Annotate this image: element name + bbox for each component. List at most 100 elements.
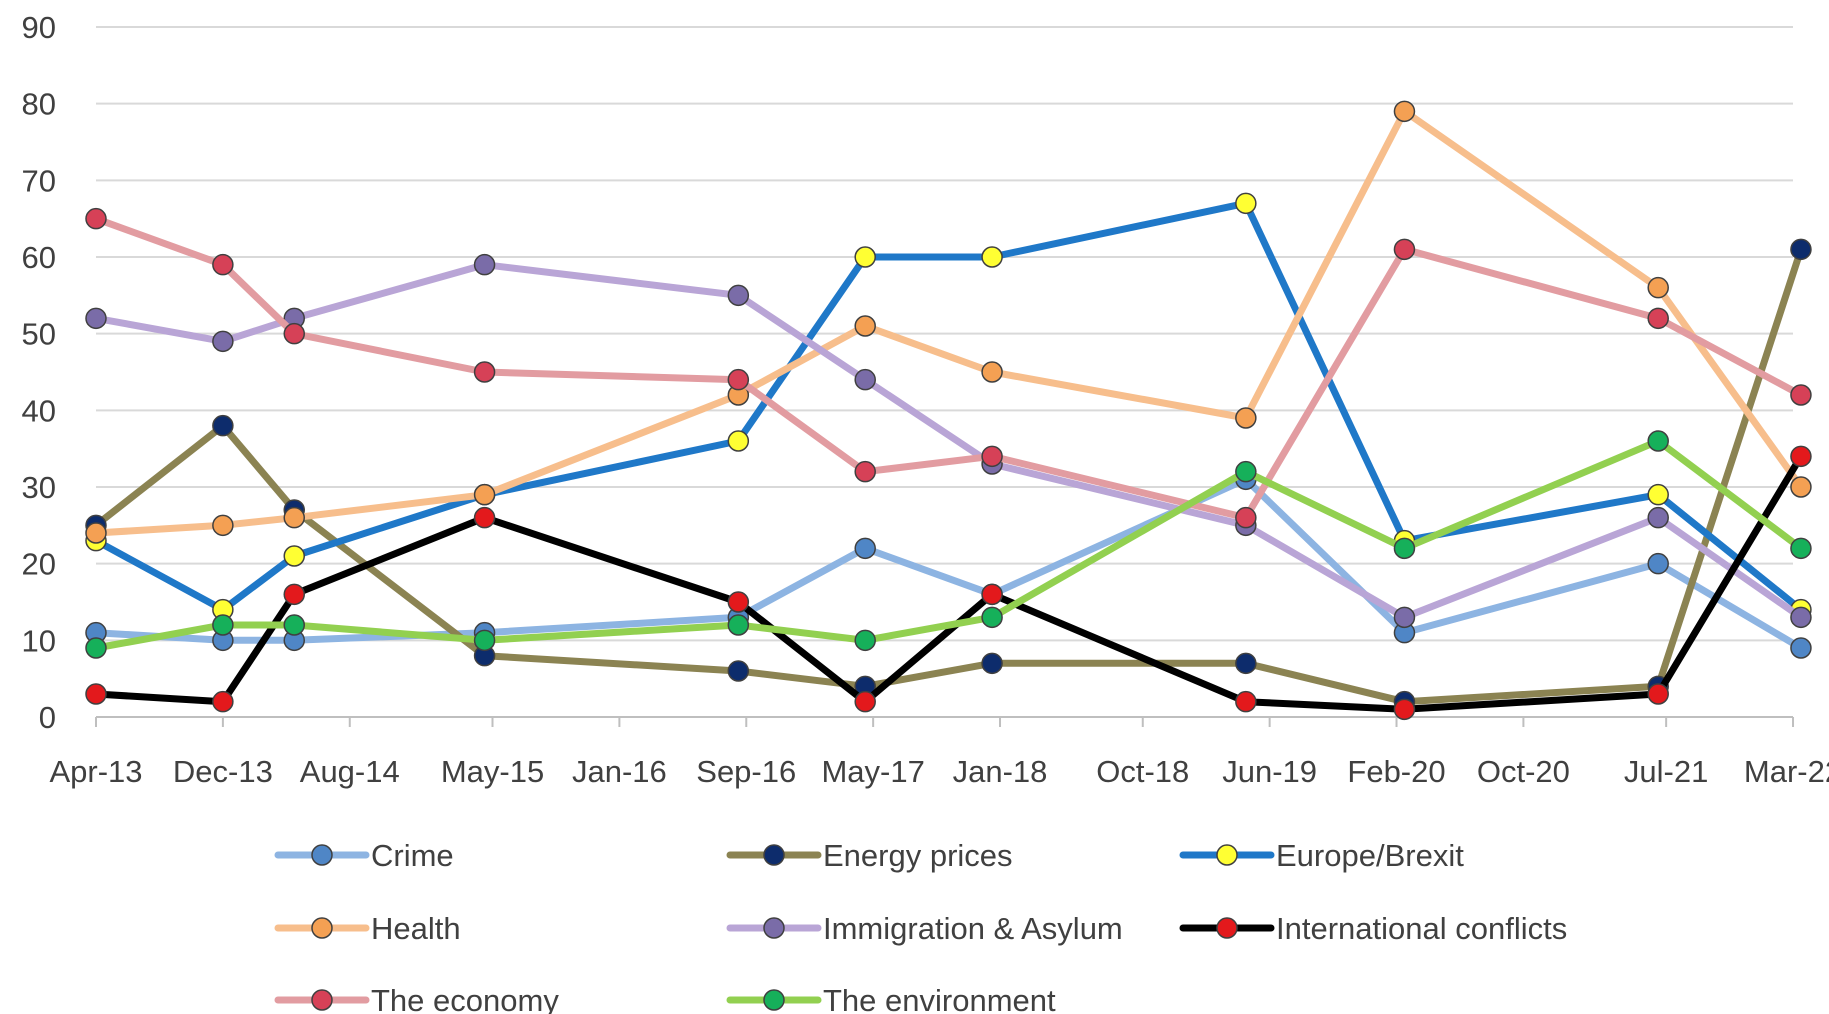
legend-item: The economy: [274, 983, 559, 1014]
data-point: [85, 522, 107, 544]
data-point: [1790, 384, 1812, 406]
series-lines: [85, 100, 1812, 721]
y-tick-label: 50: [22, 317, 56, 352]
data-point: [1647, 483, 1669, 506]
x-axis-tick-labels: Apr-13 Dec-13 Aug-14 May-15 Jan-16 Sep-16 May-…: [49, 754, 1829, 789]
data-point: [727, 368, 750, 391]
data-point: [854, 537, 876, 560]
x-tick-label: Mar-22: [1744, 754, 1829, 789]
data-point: [473, 629, 496, 652]
legend-label: Energy prices: [823, 838, 1013, 873]
series-line: [92, 199, 1805, 614]
data-point: [85, 307, 107, 330]
series-group: [85, 100, 1812, 544]
data-point: [1393, 238, 1416, 261]
x-tick-label: Oct-18: [1096, 754, 1189, 789]
data-point: [727, 660, 750, 682]
series-group: [85, 445, 1812, 721]
data-point: [212, 514, 234, 537]
y-tick-label: 70: [22, 163, 56, 198]
data-point: [212, 253, 234, 276]
x-tick-label: Sep-16: [696, 754, 796, 789]
data-point: [1647, 506, 1669, 529]
legend-label: International conflicts: [1276, 911, 1567, 946]
legend-label: Immigration & Asylum: [823, 911, 1123, 946]
x-tick-label: Oct-20: [1477, 754, 1570, 789]
data-point: [1647, 430, 1669, 452]
y-tick-label: 40: [22, 393, 56, 428]
y-tick-label: 20: [22, 547, 56, 582]
legend-item: The environment: [726, 983, 1056, 1014]
gridlines: [96, 26, 1793, 642]
data-point: [727, 614, 750, 636]
legend-marker-swatch: [311, 844, 333, 866]
data-point: [1393, 606, 1416, 629]
x-axis: [95, 716, 1795, 727]
data-point: [981, 246, 1003, 268]
x-tick-label: May-17: [821, 754, 924, 789]
x-tick-label: May-15: [441, 754, 544, 789]
data-point: [473, 253, 496, 276]
series-line: [92, 437, 1805, 652]
x-tick-label: Jan-18: [953, 754, 1048, 789]
y-tick-label: 90: [22, 10, 56, 45]
legend-marker-swatch: [1216, 917, 1238, 939]
legend-item: Energy prices: [726, 838, 1013, 873]
data-point: [85, 683, 107, 705]
y-tick-label: 60: [22, 240, 56, 275]
data-point: [981, 445, 1003, 468]
data-point: [727, 284, 750, 307]
data-point: [85, 207, 107, 230]
y-tick-label: 10: [22, 623, 56, 658]
data-point: [1790, 537, 1812, 560]
legend-item: International conflicts: [1179, 911, 1567, 946]
legend-label: The economy: [371, 983, 559, 1014]
data-point: [283, 614, 305, 636]
legend-marker-swatch: [311, 917, 333, 939]
data-point: [283, 322, 305, 345]
legend-marker-swatch: [763, 844, 785, 866]
data-point: [212, 330, 234, 353]
x-tick-label: Jul-21: [1624, 754, 1708, 789]
x-tick-label: Jan-16: [572, 754, 667, 789]
data-point: [283, 583, 305, 606]
legend-marker-swatch: [1216, 844, 1238, 866]
series-line: [92, 107, 1805, 537]
data-point: [1647, 552, 1669, 575]
legend-label: Crime: [371, 838, 454, 873]
legend-item: Crime: [274, 838, 454, 873]
data-point: [1790, 238, 1812, 261]
data-point: [212, 690, 234, 713]
legend-marker-swatch: [763, 917, 785, 939]
data-point: [1790, 476, 1812, 498]
data-point: [212, 414, 234, 437]
legend-item: Europe/Brexit: [1179, 838, 1464, 873]
data-point: [1393, 537, 1416, 560]
legend-marker-swatch: [311, 989, 333, 1011]
data-point: [854, 315, 876, 337]
data-point: [1235, 652, 1257, 675]
legend-marker-swatch: [763, 989, 785, 1011]
data-point: [1790, 637, 1812, 659]
x-tick-label: Jun-19: [1222, 754, 1317, 789]
data-point: [283, 506, 305, 529]
legend-label: Europe/Brexit: [1276, 838, 1464, 873]
data-point: [473, 361, 496, 383]
series-group: [85, 207, 1812, 529]
x-tick-label: Apr-13: [49, 754, 142, 789]
legend: Crime Energy prices Europe/Brexit Health Imm…: [274, 838, 1567, 1014]
data-point: [1235, 460, 1257, 483]
data-point: [473, 506, 496, 529]
y-tick-label: 80: [22, 87, 56, 122]
data-point: [854, 246, 876, 268]
legend-item: Health: [274, 911, 461, 946]
x-tick-label: Dec-13: [173, 754, 273, 789]
y-axis-tick-labels: 0 10 20 30 40 50 60 70 80 90: [22, 10, 56, 735]
data-point: [981, 583, 1003, 606]
data-point: [85, 637, 107, 659]
y-tick-label: 30: [22, 470, 56, 505]
data-point: [854, 460, 876, 483]
data-point: [1790, 445, 1812, 468]
y-tick-label: 0: [39, 700, 56, 735]
